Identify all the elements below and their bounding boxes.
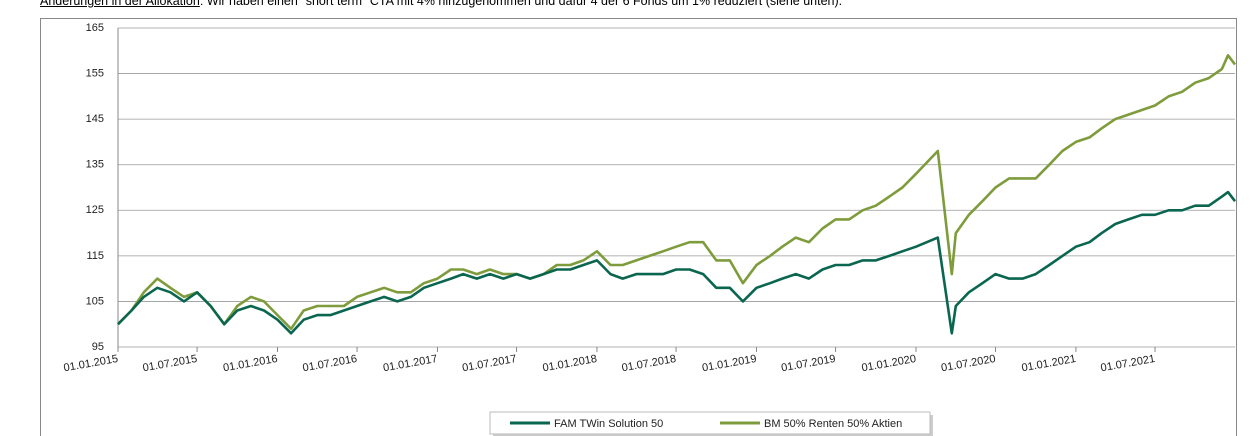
chart-frame — [40, 18, 1237, 436]
x-tick-label: 01.07.2020 — [940, 353, 996, 374]
y-tick-label: 155 — [86, 67, 104, 79]
series-line — [117, 54, 1237, 331]
y-tick-label: 115 — [86, 250, 104, 262]
note-underlined: Änderungen in der Allokation — [40, 0, 200, 8]
x-tick-label: 01.01.2020 — [861, 353, 917, 374]
note-text: : Wir haben einen "short term" CTA mit 4… — [199, 0, 843, 8]
x-tick-label: 01.07.2015 — [142, 353, 198, 374]
x-tick-label: 01.01.2021 — [1021, 353, 1077, 374]
x-tick-label: 01.01.2018 — [542, 353, 598, 374]
x-tick-label: 01.01.2017 — [382, 353, 438, 374]
x-tick-label: 01.07.2017 — [461, 353, 517, 374]
x-tick-label: 01.01.2016 — [222, 353, 278, 374]
y-tick-label: 165 — [86, 22, 104, 34]
x-tick-label: 01.07.2018 — [621, 353, 677, 374]
x-tick-label: 01.01.2019 — [701, 353, 757, 374]
y-tick-label: 125 — [86, 204, 104, 216]
legend-label: FAM TWin Solution 50 — [554, 418, 663, 430]
x-tick-label: 01.07.2019 — [780, 353, 836, 374]
y-tick-label: 145 — [86, 113, 104, 125]
y-tick-label: 135 — [86, 159, 104, 171]
legend-box — [489, 411, 931, 435]
y-tick-label: 105 — [86, 295, 104, 307]
x-tick-label: 01.07.2021 — [1100, 353, 1156, 374]
y-tick-label: 95 — [92, 341, 104, 353]
x-tick-label: 01.07.2016 — [302, 353, 358, 374]
x-tick-label: 01.01.2015 — [63, 353, 119, 374]
series-line — [117, 190, 1237, 335]
legend-label: BM 50% Renten 50% Aktien — [764, 418, 902, 430]
note: Änderungen in der Allokation: Wir haben … — [40, 0, 842, 8]
